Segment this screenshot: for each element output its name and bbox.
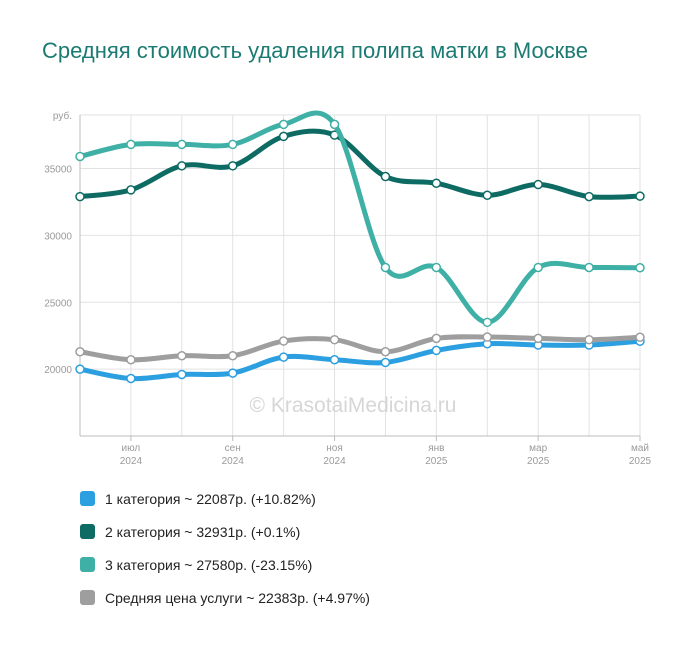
x-tick-year: 2024 xyxy=(222,456,245,467)
legend-item[interactable]: 2 категория ~ 32931р. (+0.1%) xyxy=(80,515,370,548)
data-point[interactable] xyxy=(177,369,187,380)
x-tick-year: 2025 xyxy=(425,456,448,467)
data-point[interactable] xyxy=(584,191,594,202)
data-point[interactable] xyxy=(635,262,645,273)
series-lines xyxy=(75,110,645,384)
data-point[interactable] xyxy=(431,345,442,356)
data-point[interactable] xyxy=(278,336,289,346)
data-point[interactable] xyxy=(533,262,543,273)
legend-swatch xyxy=(80,590,95,605)
series-line xyxy=(77,334,643,363)
y-tick-label: 30000 xyxy=(44,231,72,242)
data-point[interactable] xyxy=(126,139,136,150)
x-tick-label: сен xyxy=(225,443,241,454)
x-tick-year: 2024 xyxy=(323,456,346,467)
legend-label: 1 категория ~ 22087р. (+10.82%) xyxy=(105,490,316,507)
series-4 xyxy=(75,332,645,365)
x-tick-year: 2025 xyxy=(527,456,550,467)
legend-swatch xyxy=(80,557,95,572)
x-tick-label: июл xyxy=(122,443,141,454)
legend-item[interactable]: 3 категория ~ 27580р. (-23.15%) xyxy=(80,548,370,581)
data-point[interactable] xyxy=(177,139,187,150)
legend-label: Средняя цена услуги ~ 22383р. (+4.97%) xyxy=(105,589,370,606)
data-point[interactable] xyxy=(75,191,85,202)
line-chart: © KrasotaiMedicina.ru 20000 25000 30000 350… xyxy=(44,110,651,467)
data-point[interactable] xyxy=(635,191,645,201)
data-point[interactable] xyxy=(227,351,238,361)
data-point[interactable] xyxy=(329,334,340,345)
data-point[interactable] xyxy=(75,364,85,374)
x-tick-label: мар xyxy=(529,443,547,454)
data-point[interactable] xyxy=(278,352,289,362)
data-point[interactable] xyxy=(177,161,187,171)
data-point[interactable] xyxy=(227,368,238,378)
data-point[interactable] xyxy=(584,262,594,273)
x-tick-label: май xyxy=(631,443,649,454)
y-tick-label: 20000 xyxy=(44,365,72,376)
legend-swatch xyxy=(80,491,95,506)
data-point[interactable] xyxy=(329,355,340,365)
series-line xyxy=(77,110,643,325)
series-2 xyxy=(75,128,645,202)
data-point[interactable] xyxy=(278,131,289,142)
legend: 1 категория ~ 22087р. (+10.82%) 2 катего… xyxy=(80,482,370,614)
y-axis-label: руб. xyxy=(53,110,72,122)
y-tick-label: 35000 xyxy=(44,165,72,176)
data-point[interactable] xyxy=(584,334,594,345)
series-1 xyxy=(75,336,645,384)
data-point[interactable] xyxy=(482,332,493,342)
legend-item[interactable]: 1 категория ~ 22087р. (+10.82%) xyxy=(80,482,370,515)
data-point[interactable] xyxy=(533,179,543,190)
grid-lines xyxy=(80,114,641,436)
data-point[interactable] xyxy=(75,346,85,357)
x-tick-label: янв xyxy=(428,443,444,454)
legend-item[interactable]: Средняя цена услуги ~ 22383р. (+4.97%) xyxy=(80,581,370,614)
data-point[interactable] xyxy=(126,355,136,365)
data-point[interactable] xyxy=(380,171,391,182)
data-point[interactable] xyxy=(533,333,543,344)
data-point[interactable] xyxy=(177,351,187,361)
legend-label: 3 категория ~ 27580р. (-23.15%) xyxy=(105,556,313,573)
data-point[interactable] xyxy=(329,119,340,130)
data-point[interactable] xyxy=(431,178,442,188)
data-point[interactable] xyxy=(431,262,442,273)
data-point[interactable] xyxy=(482,317,493,328)
x-tick-year: 2025 xyxy=(629,456,652,467)
legend-swatch xyxy=(80,524,95,539)
watermark: © KrasotaiMedicina.ru xyxy=(250,394,457,417)
axes: 20000 25000 30000 35000 руб. июл 2024 сен 2024 но… xyxy=(44,110,651,467)
data-point[interactable] xyxy=(380,346,391,357)
x-tick-year: 2024 xyxy=(120,456,143,467)
x-tick-label: ноя xyxy=(326,443,343,454)
data-point[interactable] xyxy=(126,185,136,195)
data-point[interactable] xyxy=(431,333,442,344)
data-point[interactable] xyxy=(75,151,85,162)
data-point[interactable] xyxy=(126,373,136,384)
data-point[interactable] xyxy=(380,262,391,273)
data-point[interactable] xyxy=(278,119,289,130)
data-point[interactable] xyxy=(227,161,238,171)
chart-title: Средняя стоимость удаления полипа матки … xyxy=(42,38,588,63)
data-point[interactable] xyxy=(227,139,238,150)
series-3 xyxy=(75,110,645,328)
data-point[interactable] xyxy=(380,357,391,368)
data-point[interactable] xyxy=(482,190,493,200)
legend-label: 2 категория ~ 32931р. (+0.1%) xyxy=(105,523,301,540)
data-point[interactable] xyxy=(635,332,645,343)
y-tick-label: 25000 xyxy=(44,298,72,309)
